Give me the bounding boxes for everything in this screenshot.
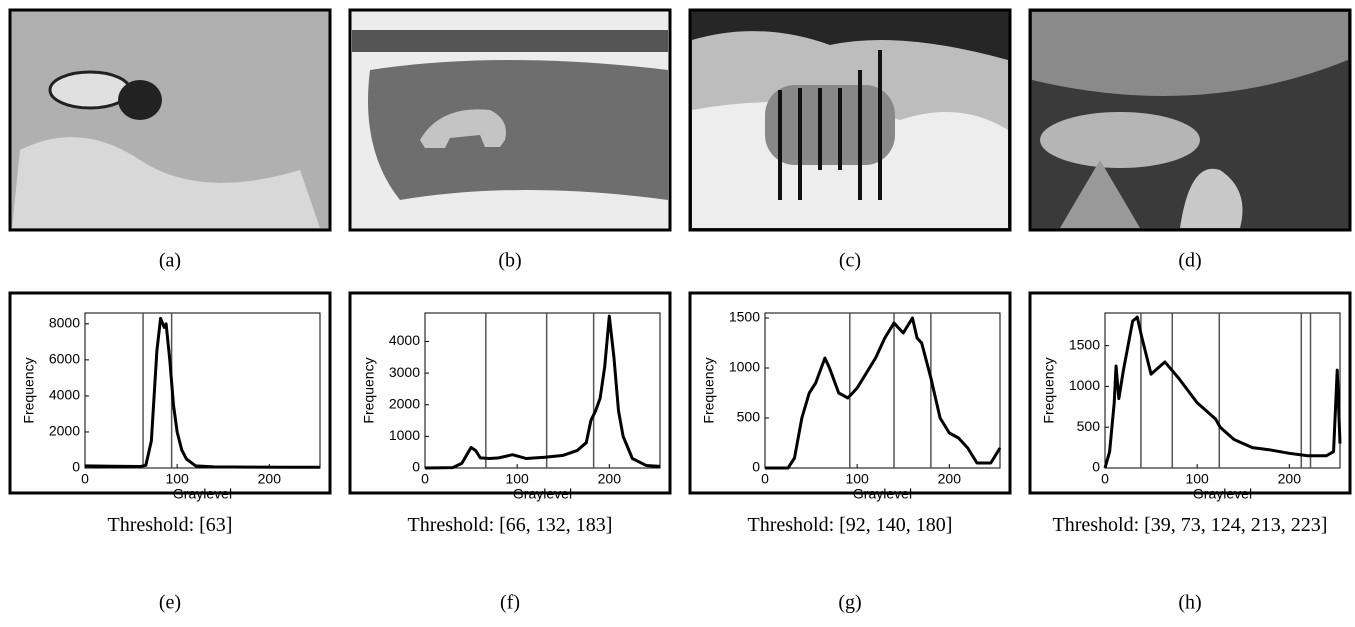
image-label: (c)	[839, 250, 861, 272]
y-tick-label: 2000	[49, 423, 80, 439]
chart-frame	[688, 291, 1012, 495]
chart-label: (h)	[1178, 592, 1201, 614]
chart-caption: Threshold: [66, 132, 183]	[407, 514, 613, 536]
y-tick-label: 0	[72, 459, 80, 475]
x-tick-label: 100	[165, 471, 189, 487]
plot-area	[84, 312, 321, 469]
y-tick-label: 2000	[389, 395, 420, 411]
y-axis-label: Frequency	[361, 357, 377, 423]
y-tick-label: 1500	[1069, 336, 1100, 352]
image-label: (a)	[159, 250, 181, 272]
image-d	[1028, 8, 1352, 232]
plot-area	[764, 312, 1001, 469]
x-tick-label: 200	[258, 471, 282, 487]
y-tick-label: 0	[1092, 459, 1100, 475]
chart-frame	[348, 291, 672, 495]
image-label: (b)	[498, 250, 521, 272]
chart-caption: Threshold: [39, 73, 124, 213, 223]	[1052, 514, 1328, 536]
x-tick-label: 0	[81, 471, 89, 487]
y-tick-label: 500	[1077, 418, 1101, 434]
y-tick-label: 8000	[49, 315, 80, 331]
plot-area	[424, 312, 661, 469]
x-axis-label: Graylevel	[513, 486, 572, 502]
histogram-line	[424, 314, 661, 470]
y-tick-label: 0	[752, 459, 760, 475]
x-tick-label: 200	[938, 471, 962, 487]
chart-label: (e)	[159, 592, 181, 614]
image-a	[8, 8, 332, 232]
y-axis-label: Frequency	[21, 357, 37, 423]
x-tick-label: 0	[1101, 471, 1109, 487]
y-tick-label: 1000	[729, 359, 760, 375]
histogram-line	[84, 316, 320, 469]
y-axis-label: Frequency	[1041, 357, 1057, 423]
x-tick-label: 200	[598, 471, 622, 487]
y-tick-label: 0	[412, 459, 420, 475]
y-tick-label: 4000	[389, 332, 420, 348]
chart-frame	[8, 291, 332, 495]
chart-caption: Threshold: [63]	[107, 514, 233, 536]
x-axis-label: Graylevel	[173, 486, 232, 502]
image-b	[348, 8, 672, 232]
x-tick-label: 100	[845, 471, 869, 487]
y-tick-label: 1500	[729, 309, 760, 325]
chart-label: (f)	[500, 592, 520, 614]
histogram-line	[765, 316, 1002, 470]
y-tick-label: 1000	[1069, 377, 1100, 393]
chart-label: (g)	[838, 592, 861, 614]
x-axis-label: Graylevel	[1193, 486, 1252, 502]
chart-caption: Threshold: [92, 140, 180]	[747, 514, 953, 536]
y-tick-label: 6000	[49, 351, 80, 367]
histogram-line	[1103, 315, 1342, 469]
chart-frame	[1028, 291, 1352, 495]
y-tick-label: 3000	[389, 364, 420, 380]
x-axis-label: Graylevel	[853, 486, 912, 502]
plot-area	[1104, 312, 1341, 469]
x-tick-label: 0	[421, 471, 429, 487]
x-tick-label: 100	[505, 471, 529, 487]
y-axis-label: Frequency	[701, 357, 717, 423]
x-tick-label: 0	[761, 471, 769, 487]
image-c	[688, 8, 1012, 232]
image-label: (d)	[1178, 250, 1201, 272]
x-tick-label: 100	[1185, 471, 1209, 487]
x-tick-label: 200	[1278, 471, 1302, 487]
y-tick-label: 1000	[389, 427, 420, 443]
y-tick-label: 500	[737, 409, 761, 425]
y-tick-label: 4000	[49, 387, 80, 403]
